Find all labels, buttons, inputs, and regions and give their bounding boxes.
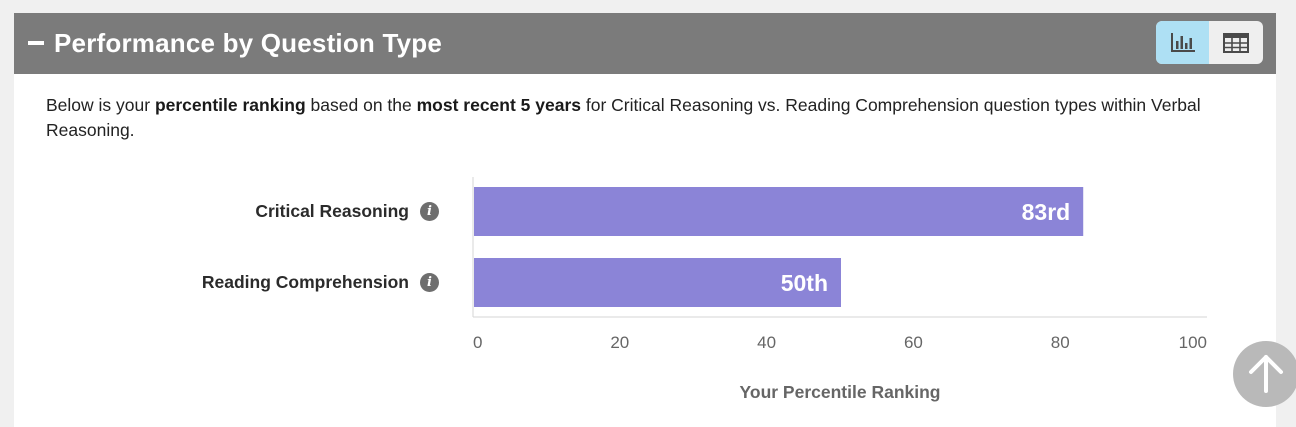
scroll-to-top-button[interactable]	[1233, 341, 1296, 407]
x-tick-label: 80	[1051, 333, 1070, 352]
bar-chart-icon	[1170, 32, 1195, 52]
x-tick-label: 40	[757, 333, 776, 352]
bar-1[interactable]	[474, 258, 841, 307]
x-tick-label: 20	[610, 333, 629, 352]
intro-bold-years: most recent 5 years	[416, 95, 582, 115]
info-icon[interactable]: i	[420, 272, 439, 292]
intro-part-2: based on the	[305, 95, 417, 115]
intro-bold-percentile: percentile ranking	[154, 95, 306, 115]
bar-0[interactable]	[474, 187, 1084, 236]
intro-part-1: Below is your	[46, 95, 155, 115]
panel-header: Performance by Question Type	[14, 13, 1276, 74]
arrow-up-icon	[1249, 355, 1283, 393]
bar-value-label: 50th	[781, 270, 828, 296]
category-label: Critical Reasoning	[255, 200, 409, 221]
intro-text: Below is your percentile ranking based o…	[46, 93, 1236, 143]
intro-part-3: for Critical Reasoning vs. Reading Compr…	[46, 95, 1201, 140]
chart-view-button[interactable]	[1156, 21, 1209, 64]
x-tick-label: 100	[1179, 333, 1207, 352]
category-label: Reading Comprehension	[201, 271, 409, 292]
collapse-minus-icon[interactable]	[28, 41, 44, 45]
percentile-bar-chart: 83rd 50th 0 20 40 60 80 100 Your Percentile Rank…	[472, 177, 1207, 402]
info-icon[interactable]: i	[420, 201, 439, 221]
panel-title: Performance by Question Type	[54, 28, 442, 58]
x-tick-label: 0	[473, 333, 482, 352]
performance-panel: Performance by Question Type	[14, 13, 1276, 427]
x-axis-title: Your Percentile Ranking	[740, 382, 941, 402]
category-labels: Critical Reasoning Reading Comprehension	[14, 13, 424, 427]
view-toggle	[1156, 21, 1263, 64]
x-tick-label: 60	[904, 333, 923, 352]
bar-value-label: 83rd	[1022, 199, 1071, 225]
table-icon	[1222, 32, 1249, 53]
table-view-button[interactable]	[1209, 21, 1262, 64]
